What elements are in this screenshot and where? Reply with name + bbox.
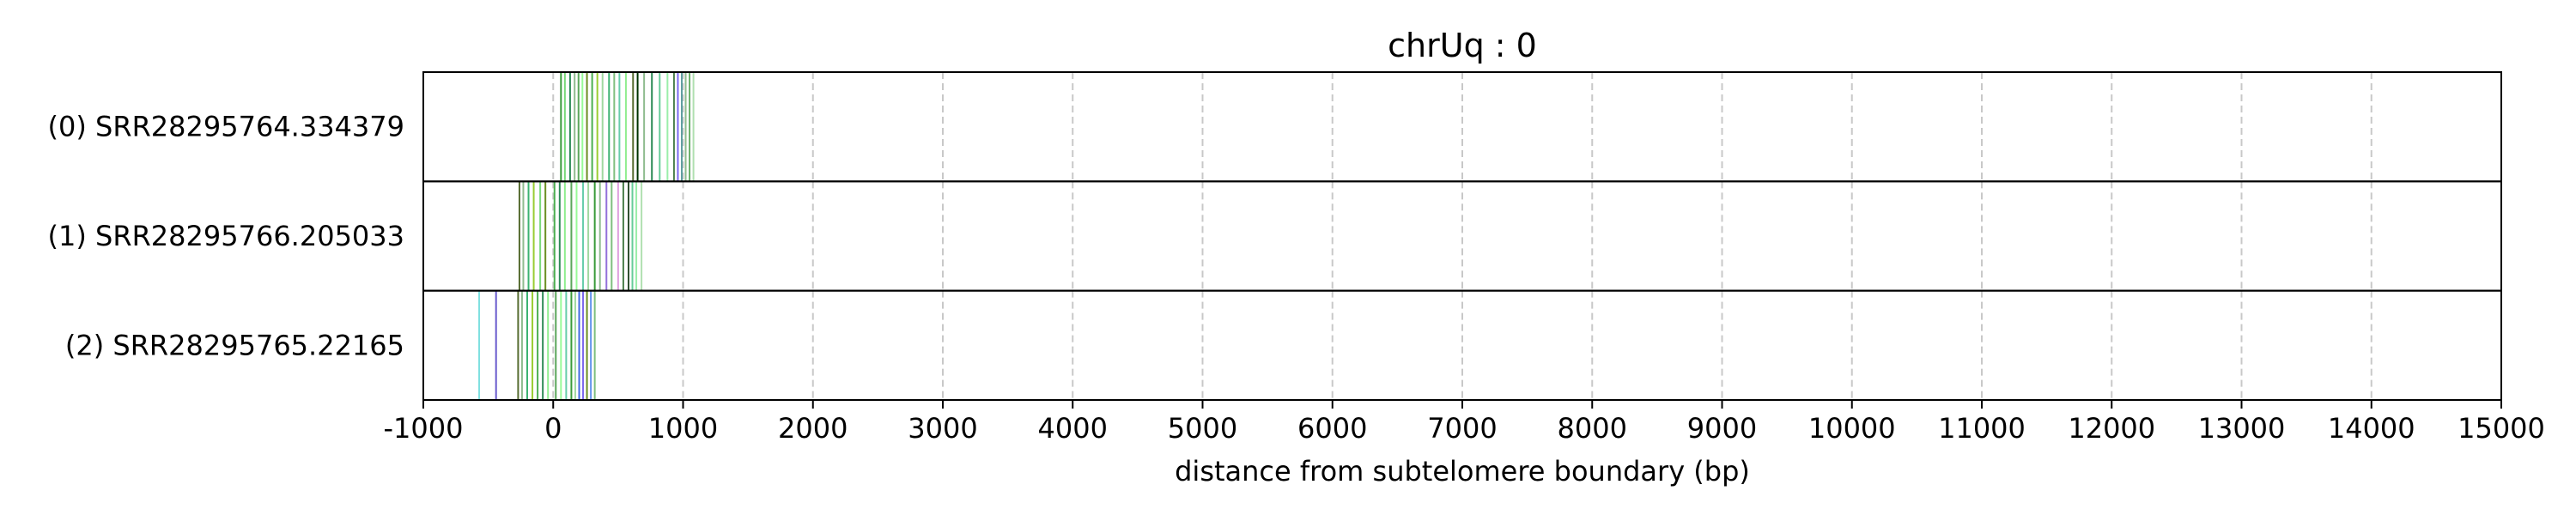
x-tick-label: -1000 [384,412,464,445]
x-tick-label: 11000 [1938,412,2026,445]
x-tick-label: 15000 [2458,412,2545,445]
x-tick-label: 10000 [1808,412,1896,445]
x-tick-label: 14000 [2328,412,2415,445]
x-tick-label: 1000 [648,412,718,445]
x-tick-label: 9000 [1687,412,1757,445]
chart-title: chrUq : 0 [1388,27,1537,64]
x-tick-label: 8000 [1558,412,1627,445]
row-label: (0) SRR28295764.334379 [48,111,404,143]
x-axis-ticks: -1000 0 1000 2000 3000 4000 5000 6000 7000 8000 90… [384,400,2545,445]
x-tick-label: 7000 [1427,412,1497,445]
grid-lines [552,72,2372,400]
row-label: (2) SRR28295765.22165 [65,329,404,361]
x-tick-label: 13000 [2198,412,2286,445]
x-tick-label: 5000 [1168,412,1237,445]
x-tick-label: 6000 [1297,412,1367,445]
x-tick-label: 12000 [2068,412,2155,445]
x-tick-label: 2000 [778,412,848,445]
row-label: (1) SRR28295766.205033 [48,220,404,252]
x-tick-label: 0 [544,412,562,445]
x-axis-label: distance from subtelomere boundary (bp) [1175,455,1750,488]
read-marks [478,72,695,400]
x-tick-label: 3000 [908,412,977,445]
row-labels: (0) SRR28295764.334379 (1) SRR28295766.20… [48,111,404,362]
x-tick-label: 4000 [1038,412,1108,445]
